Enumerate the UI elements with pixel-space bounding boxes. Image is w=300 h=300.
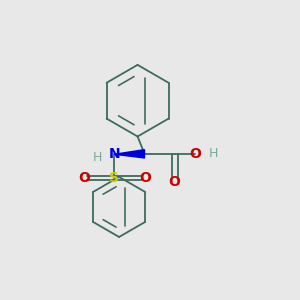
Text: S: S xyxy=(110,171,119,185)
Text: O: O xyxy=(189,147,201,161)
Polygon shape xyxy=(115,150,145,158)
Text: O: O xyxy=(78,171,90,185)
Text: O: O xyxy=(139,171,151,185)
Text: H: H xyxy=(92,151,102,164)
Text: N: N xyxy=(109,147,120,161)
Text: O: O xyxy=(169,175,181,189)
Text: H: H xyxy=(209,147,218,160)
